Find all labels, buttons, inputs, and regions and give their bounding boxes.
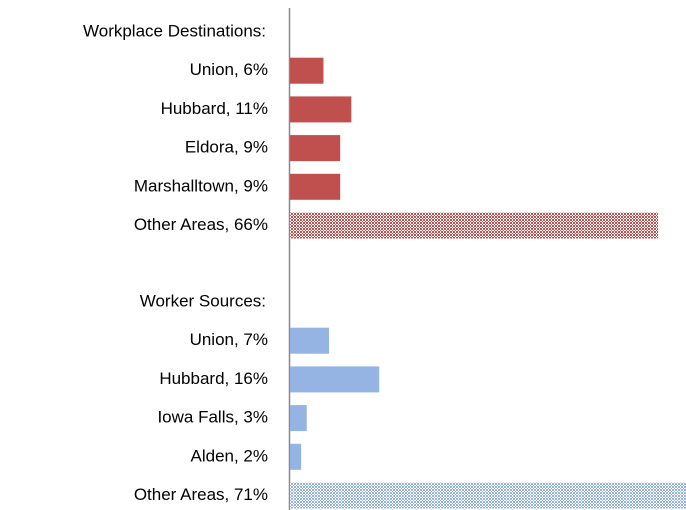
category-label: Eldora, 9% xyxy=(185,138,268,157)
bar xyxy=(290,443,302,470)
group-label: Workplace Destinations: xyxy=(83,21,266,40)
bar xyxy=(290,212,659,239)
bar xyxy=(290,96,352,123)
category-label: Alden, 2% xyxy=(191,446,269,465)
category-label: Marshalltown, 9% xyxy=(134,176,268,195)
category-label: Other Areas, 71% xyxy=(134,485,268,504)
bar xyxy=(290,482,686,509)
category-label: Hubbard, 16% xyxy=(159,369,268,388)
category-label: Hubbard, 11% xyxy=(161,99,268,118)
category-label: Union, 7% xyxy=(190,330,268,349)
bar xyxy=(290,173,341,200)
category-label: Iowa Falls, 3% xyxy=(157,408,268,427)
category-label: Union, 6% xyxy=(190,60,268,79)
bar xyxy=(290,405,307,432)
bar xyxy=(290,135,341,162)
bar xyxy=(290,366,380,393)
bar xyxy=(290,57,324,84)
group-label: Worker Sources: xyxy=(140,291,266,310)
bar xyxy=(290,327,330,354)
category-label: Other Areas, 66% xyxy=(134,215,268,234)
